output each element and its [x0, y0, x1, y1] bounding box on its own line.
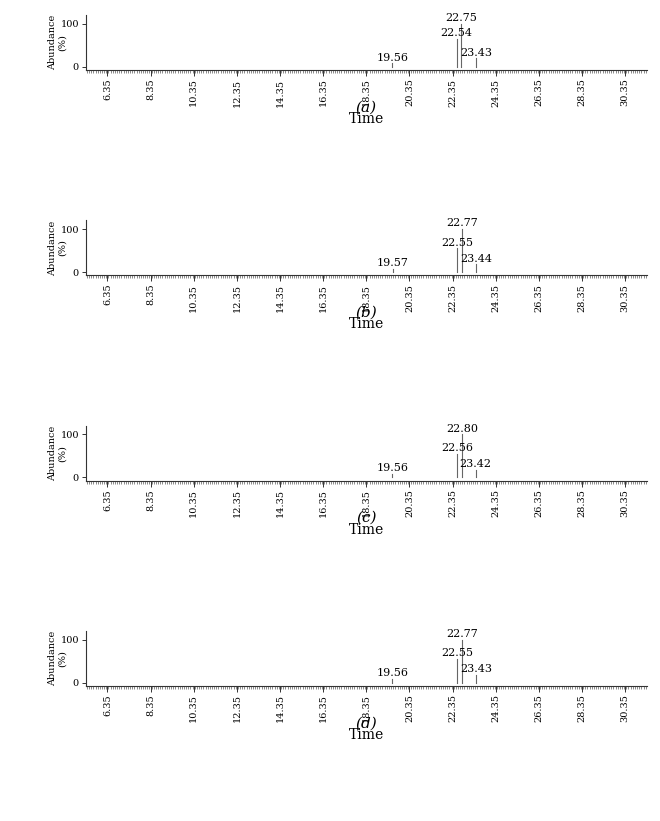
Text: (c): (c): [356, 511, 377, 525]
Text: (d): (d): [356, 716, 377, 730]
Y-axis label: Abundance
(%): Abundance (%): [48, 425, 67, 481]
Text: 22.55: 22.55: [441, 238, 473, 248]
X-axis label: Time: Time: [348, 728, 384, 742]
Text: 23.44: 23.44: [460, 254, 492, 264]
Text: 22.55: 22.55: [441, 649, 473, 658]
Text: 23.43: 23.43: [460, 48, 492, 57]
Text: 22.77: 22.77: [446, 629, 478, 639]
Text: 22.54: 22.54: [441, 28, 473, 39]
Y-axis label: Abundance
(%): Abundance (%): [48, 15, 67, 71]
Text: (b): (b): [356, 305, 377, 319]
Text: 19.56: 19.56: [376, 53, 409, 62]
Text: 19.56: 19.56: [376, 668, 409, 678]
X-axis label: Time: Time: [348, 112, 384, 126]
X-axis label: Time: Time: [348, 318, 384, 332]
Text: 22.77: 22.77: [446, 218, 478, 228]
Text: (a): (a): [356, 100, 377, 114]
Text: 22.75: 22.75: [446, 13, 477, 23]
Text: 22.80: 22.80: [446, 424, 478, 433]
X-axis label: Time: Time: [348, 523, 384, 537]
Text: 19.56: 19.56: [376, 463, 409, 473]
Text: 19.57: 19.57: [377, 258, 409, 268]
Y-axis label: Abundance
(%): Abundance (%): [48, 631, 67, 686]
Y-axis label: Abundance
(%): Abundance (%): [48, 220, 67, 276]
Text: 23.42: 23.42: [460, 459, 492, 469]
Text: 23.43: 23.43: [460, 664, 492, 674]
Text: 22.56: 22.56: [441, 443, 473, 453]
